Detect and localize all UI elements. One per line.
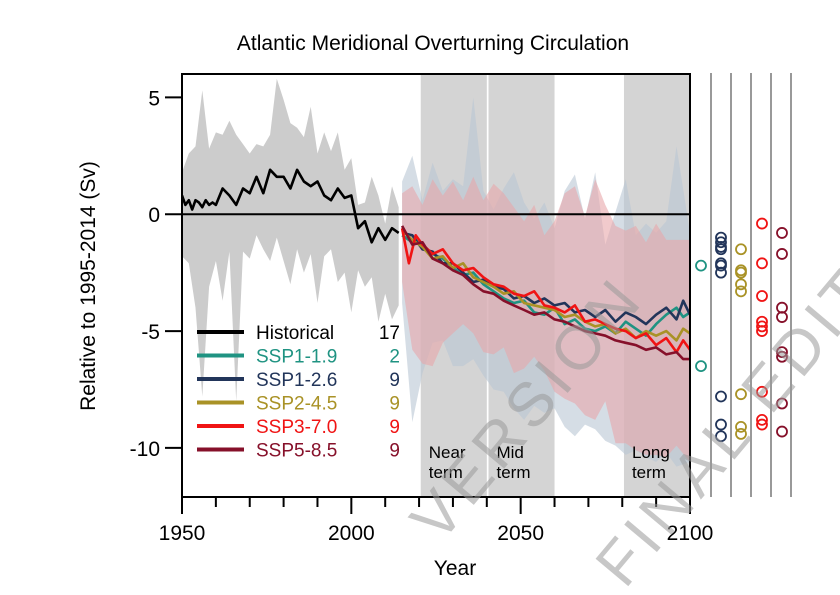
endpoint-marker-ssp3-7-0 — [756, 320, 768, 333]
endpoint-marker-ssp2-4-5 — [735, 420, 747, 433]
endpoint-marker-ssp3-7-0 — [756, 385, 768, 398]
endpoint-marker-ssp2-4-5 — [735, 428, 747, 440]
legend-model-count: 17 — [379, 323, 400, 344]
endpoint-marker-ssp5-8-5 — [776, 311, 788, 323]
endpoint-marker-ssp3-7-0 — [756, 418, 768, 431]
legend-model-count: 2 — [389, 347, 400, 368]
plot-frame — [181, 73, 691, 498]
period-label-near-line2: term — [429, 463, 463, 482]
y-axis-label: Relative to 1995-2014 (Sv) — [77, 161, 100, 411]
period-label-mid-line1: Mid — [496, 443, 523, 462]
series-line-ssp2-4-5 — [401, 229, 690, 342]
legend-model-count: 9 — [389, 394, 400, 415]
band-ssp5-8-5-range — [402, 176, 690, 462]
endpoint-marker-ssp3-7-0 — [756, 217, 768, 230]
x-tick-label: 2100 — [667, 522, 714, 545]
legend-label: SSP1-1.9 — [256, 347, 337, 368]
legend-label: SSP5-8.5 — [256, 441, 337, 462]
legend-model-count: 9 — [389, 370, 400, 391]
endpoint-marker-ssp3-7-0 — [756, 325, 768, 337]
legend-model-count: 9 — [389, 417, 400, 438]
legend: Historical 17 SSP1-1.9 2 SSP1-2.6 9 SSP2-4.5 9 S… — [197, 323, 400, 462]
legend-label: SSP2-4.5 — [256, 394, 337, 415]
legend-model-count: 9 — [389, 441, 400, 462]
endpoint-marker-ssp3-7-0 — [756, 257, 768, 270]
period-label-near-line1: Near — [429, 443, 466, 462]
x-tick-label: 1950 — [159, 522, 206, 545]
endpoint-marker-ssp5-8-5 — [776, 248, 788, 260]
endpoint-marker-ssp1-1-9 — [695, 259, 707, 272]
y-tick-label: -10 — [130, 438, 160, 461]
endpoint-marker-ssp3-7-0 — [756, 413, 768, 426]
x-tick-label: 2000 — [328, 522, 375, 545]
endpoint-marker-ssp5-8-5 — [776, 425, 788, 438]
endpoint-marker-ssp5-8-5 — [776, 350, 788, 363]
endpoint-marker-ssp5-8-5 — [776, 397, 788, 410]
x-axis: 1950 2000 2050 2100 — [159, 497, 714, 545]
endpoint-marker-ssp2-4-5 — [735, 243, 747, 256]
endpoint-marker-ssp1-2-6 — [715, 266, 727, 279]
endpoint-marker-ssp2-4-5 — [735, 285, 747, 298]
y-tick-label: -5 — [141, 321, 160, 344]
series-line-ssp3-7-0 — [400, 227, 690, 354]
x-tick-label: 2050 — [497, 522, 544, 545]
endpoint-marker-ssp2-4-5 — [735, 388, 747, 401]
end-of-century-panel — [695, 73, 792, 497]
endpoint-marker-ssp5-8-5 — [776, 346, 788, 359]
endpoint-marker-ssp1-2-6 — [715, 430, 727, 443]
endpoint-marker-ssp1-2-6 — [715, 236, 727, 249]
x-axis-label: Year — [434, 557, 476, 580]
uncertainty-bands — [182, 78, 690, 467]
legend-label: SSP3-7.0 — [256, 417, 337, 438]
period-label-long-line2: term — [632, 463, 666, 482]
y-tick-label: 5 — [148, 87, 160, 110]
endpoint-marker-ssp1-2-6 — [715, 390, 727, 403]
period-label-mid-line2: term — [496, 463, 530, 482]
band-historical-range — [182, 78, 399, 402]
endpoint-marker-ssp1-2-6 — [715, 259, 727, 272]
endpoint-marker-ssp2-4-5 — [735, 266, 747, 279]
endpoint-marker-ssp3-7-0 — [756, 290, 768, 302]
series-line-historical — [182, 168, 400, 244]
chart-title: Atlantic Meridional Overturning Circulat… — [237, 32, 629, 55]
endpoint-marker-ssp1-2-6 — [715, 243, 727, 256]
endpoint-marker-ssp1-1-9 — [695, 360, 707, 373]
series-line-ssp1-2-6 — [401, 231, 690, 326]
endpoint-marker-ssp1-2-6 — [715, 418, 727, 431]
endpoint-marker-ssp2-4-5 — [735, 278, 747, 291]
period-label-long-line1: Long — [632, 443, 670, 462]
legend-label: SSP1-2.6 — [256, 370, 337, 391]
series-line-ssp5-8-5 — [400, 225, 690, 361]
y-tick-label: 0 — [148, 204, 160, 227]
endpoint-marker-ssp5-8-5 — [776, 227, 788, 239]
series-lines — [182, 168, 690, 361]
y-axis: 5 0 -5 -10 — [130, 87, 182, 461]
legend-label: Historical — [256, 323, 334, 344]
